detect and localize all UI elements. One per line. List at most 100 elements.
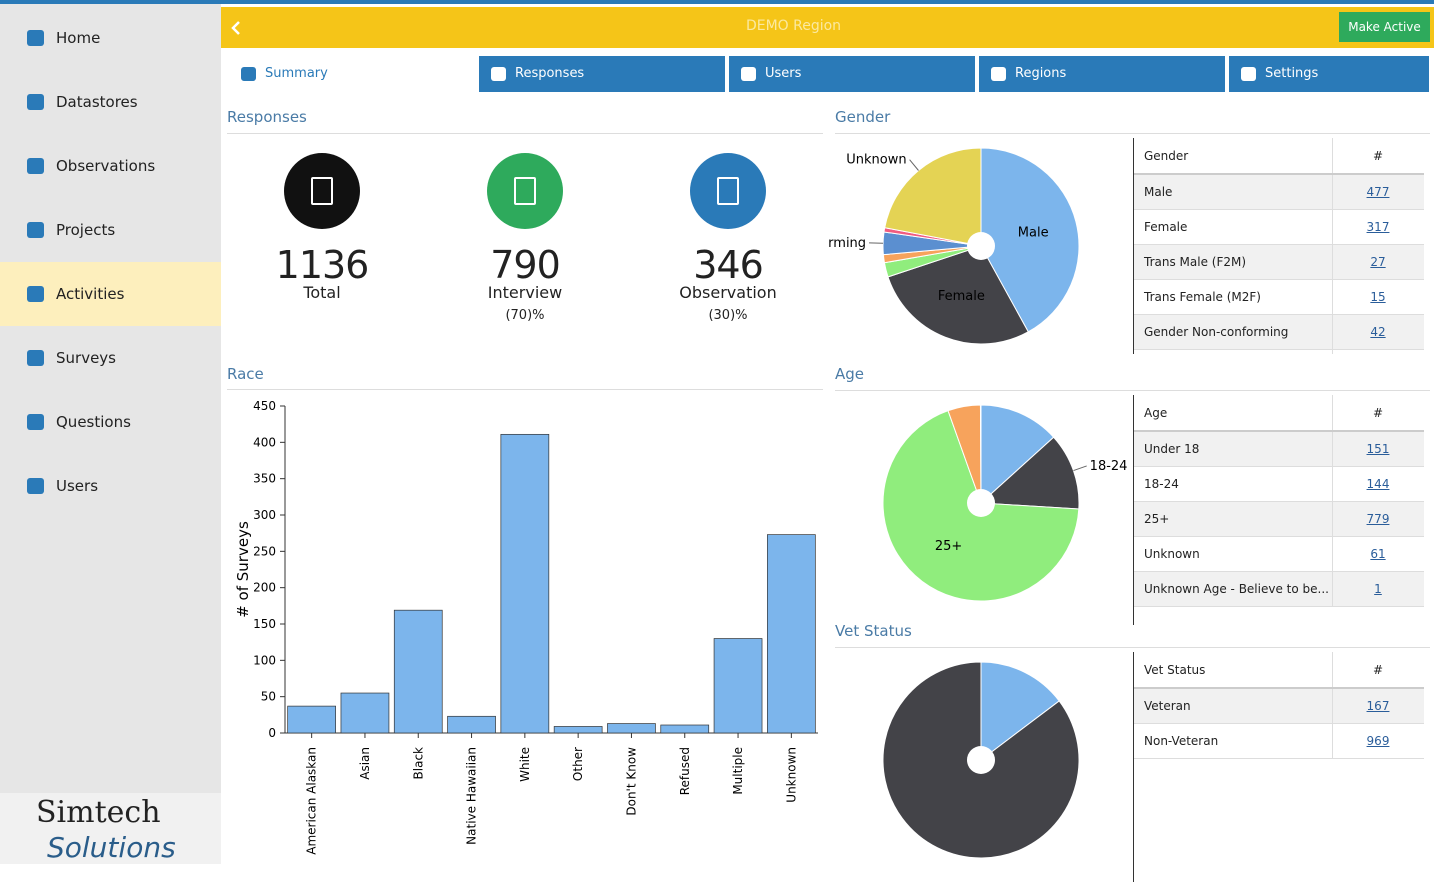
- x-tick-label: Unknown: [784, 747, 798, 803]
- stat-icon: [690, 153, 766, 229]
- nav-item[interactable]: Users: [0, 454, 221, 518]
- x-tick-label: Other: [571, 747, 585, 781]
- y-tick-label: 100: [253, 653, 276, 667]
- y-tick-label: 350: [253, 472, 276, 486]
- pie-slice: [980, 405, 981, 503]
- tab-icon: [741, 67, 756, 81]
- count-link[interactable]: 477: [1367, 185, 1390, 199]
- pie-chart: 18-24 25+: [829, 391, 1129, 612]
- row-count-cell: 969: [1333, 724, 1425, 759]
- stat-value: 1136: [222, 243, 422, 287]
- row-label: Trans Male (F2M): [1134, 245, 1333, 280]
- column-header: Age: [1134, 395, 1333, 431]
- pie-hole: [967, 746, 995, 774]
- make-active-button[interactable]: Make Active: [1339, 12, 1430, 42]
- stat-label: Observation: [628, 283, 828, 302]
- stat-percent: (30)%: [628, 308, 828, 323]
- count-link[interactable]: 779: [1367, 512, 1390, 526]
- count-link[interactable]: 1: [1374, 582, 1382, 596]
- section-title: Vet Status: [835, 622, 912, 640]
- table-row: Unknown Age - Believe to be...1: [1134, 572, 1424, 607]
- count-link[interactable]: 61: [1370, 547, 1385, 561]
- tab-label: Summary: [265, 66, 328, 81]
- x-tick-label: Don't Know: [624, 747, 638, 816]
- tab[interactable]: Responses: [479, 56, 725, 92]
- nav-item[interactable]: Projects: [0, 198, 221, 262]
- bar: [288, 706, 336, 733]
- row-label: Non-Veteran: [1134, 724, 1333, 759]
- x-tick-label: White: [518, 747, 532, 782]
- nav-item[interactable]: Questions: [0, 390, 221, 454]
- slice-label: 18-24: [1090, 459, 1128, 474]
- row-label: 18-24: [1134, 467, 1333, 502]
- column-header: Vet Status: [1134, 652, 1333, 688]
- row-count-cell: 1: [1333, 572, 1425, 607]
- row-count-cell: 42: [1333, 315, 1425, 350]
- slice-label: Unknown: [846, 153, 906, 168]
- count-link[interactable]: 151: [1367, 442, 1390, 456]
- row-label: Don't Know: [1134, 350, 1333, 355]
- nav-icon: [27, 222, 44, 238]
- nav-item[interactable]: Home: [0, 6, 221, 70]
- bar: [661, 725, 709, 733]
- y-tick-label: 400: [253, 435, 276, 449]
- doc-icon: [514, 177, 536, 205]
- tab-label: Settings: [1265, 66, 1318, 81]
- bar: [554, 726, 602, 733]
- table-row: Non-Veteran 969: [1134, 724, 1424, 759]
- nav-item[interactable]: Surveys: [0, 326, 221, 390]
- bar: [607, 724, 655, 733]
- row-count-cell: 27: [1333, 245, 1425, 280]
- x-tick-label: Multiple: [731, 747, 745, 795]
- tab-icon: [491, 67, 506, 81]
- table-header: Age#: [1134, 395, 1424, 431]
- stat-label: Total: [222, 283, 422, 302]
- nav-item[interactable]: Observations: [0, 134, 221, 198]
- logo: Simtech Solutions: [0, 793, 221, 864]
- bar: [448, 716, 496, 733]
- count-link[interactable]: 144: [1367, 477, 1390, 491]
- y-tick-label: 250: [253, 544, 276, 558]
- region-title: DEMO Region: [221, 18, 1366, 34]
- nav-icon: [27, 30, 44, 46]
- count-link[interactable]: 42: [1370, 325, 1385, 339]
- nav-item[interactable]: Activities: [0, 262, 221, 326]
- slice-label: 25+: [935, 539, 962, 554]
- y-tick-label: 300: [253, 508, 276, 522]
- count-link[interactable]: 969: [1367, 734, 1390, 748]
- count-link[interactable]: 167: [1367, 699, 1390, 713]
- tab[interactable]: Users: [729, 56, 975, 92]
- bar: [341, 693, 389, 733]
- tab[interactable]: Summary: [229, 56, 475, 92]
- y-tick-label: 450: [253, 399, 276, 413]
- tab[interactable]: Regions: [979, 56, 1225, 92]
- bar: [714, 639, 762, 733]
- count-link[interactable]: 27: [1370, 255, 1385, 269]
- nav-icon: [27, 158, 44, 174]
- section-title: Responses: [227, 108, 307, 126]
- nav-icon: [27, 94, 44, 110]
- tab[interactable]: Settings: [1229, 56, 1429, 92]
- nav-item[interactable]: Datastores: [0, 70, 221, 134]
- nav-icon: [27, 350, 44, 366]
- count-link[interactable]: 317: [1367, 220, 1390, 234]
- row-count-cell: 317: [1333, 210, 1425, 245]
- leader-line: [910, 160, 919, 171]
- stat-icon: [284, 153, 360, 229]
- section-title: Age: [835, 365, 864, 383]
- row-label: Under 18: [1134, 431, 1333, 467]
- doc-icon: [311, 177, 333, 205]
- row-count-cell: 8: [1333, 350, 1425, 355]
- bar: [767, 535, 815, 733]
- row-count-cell: 151: [1333, 431, 1425, 467]
- count-link[interactable]: 15: [1370, 290, 1385, 304]
